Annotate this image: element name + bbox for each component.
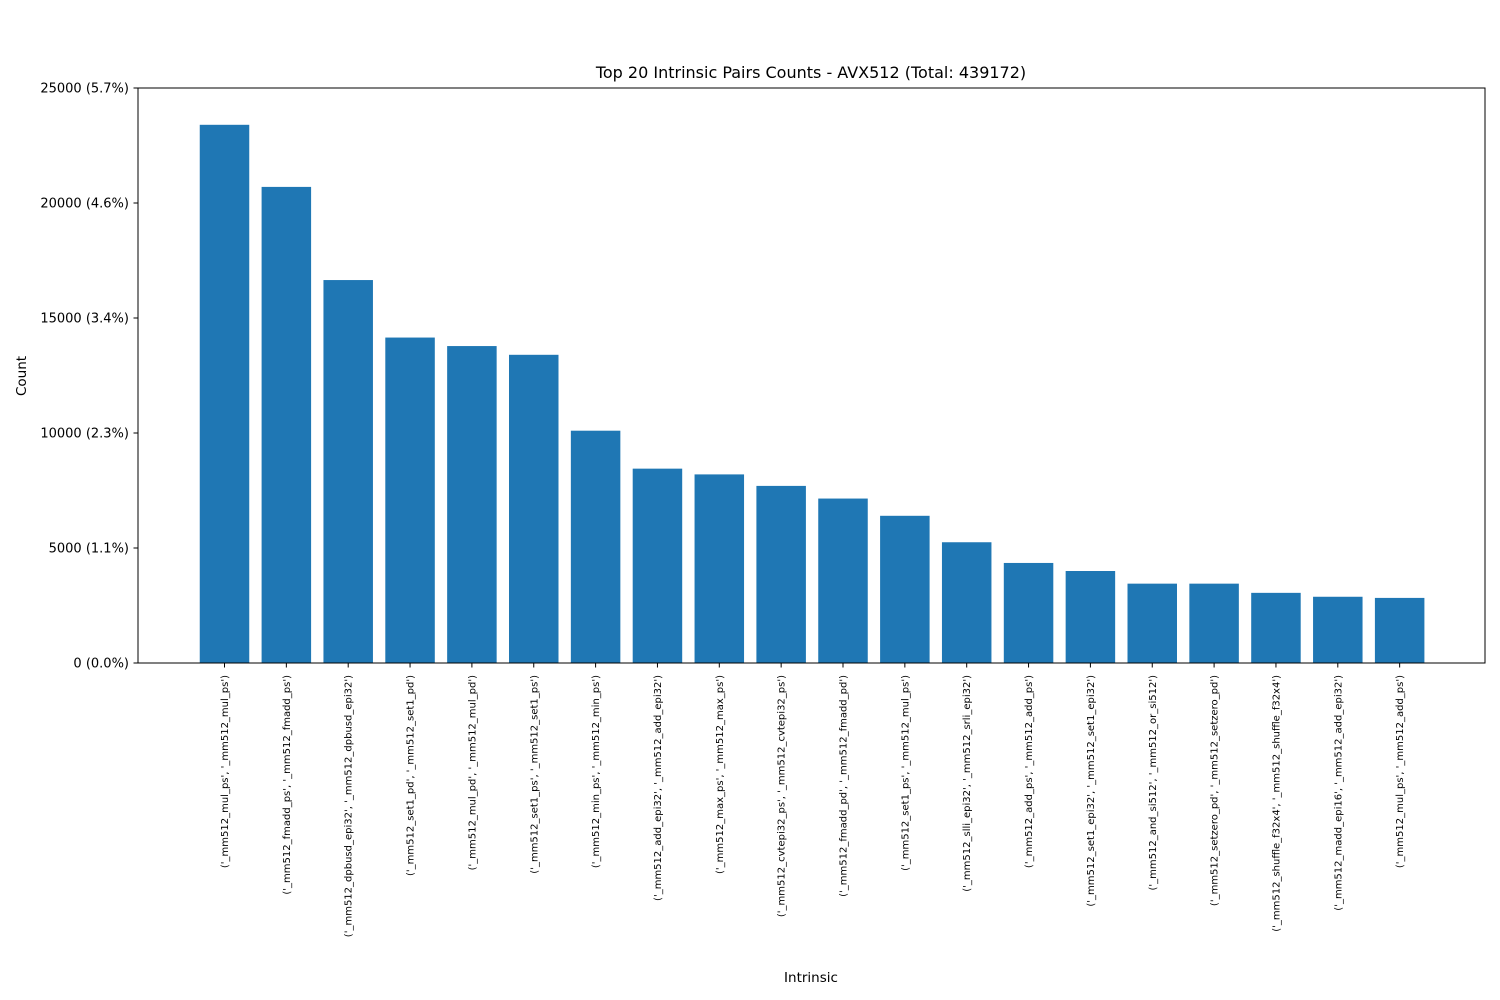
bar bbox=[1003, 562, 1054, 663]
y-tick-label: 15000 (3.4%) bbox=[40, 312, 129, 327]
bar bbox=[1189, 583, 1239, 663]
chart-title: Top 20 Intrinsic Pairs Counts - AVX512 (… bbox=[595, 63, 1026, 82]
bar bbox=[1313, 596, 1363, 663]
x-tick-label: ('_mm512_cvtepi32_ps', '_mm512_cvtepi32_… bbox=[777, 675, 788, 917]
x-tick-label: ('_mm512_fmadd_ps', '_mm512_fmadd_ps') bbox=[282, 675, 293, 895]
x-tick-label: ('_mm512_mul_pd', '_mm512_mul_pd') bbox=[467, 675, 478, 870]
bar bbox=[199, 124, 250, 664]
x-tick-label: ('_mm512_and_si512', '_mm512_or_si512') bbox=[1148, 675, 1159, 891]
bar bbox=[447, 346, 497, 663]
plot-frame bbox=[137, 87, 1486, 664]
y-tick-label: 10000 (2.3%) bbox=[40, 427, 129, 442]
bar bbox=[261, 186, 312, 663]
y-tick-label: 5000 (1.1%) bbox=[49, 542, 129, 557]
y-tick-label: 25000 (5.7%) bbox=[40, 82, 129, 97]
x-tick-label: ('_mm512_madd_epi16', '_mm512_add_epi32'… bbox=[1333, 675, 1344, 911]
bar bbox=[880, 515, 930, 663]
x-axis-label: Intrinsic bbox=[784, 970, 838, 986]
bar bbox=[1127, 583, 1177, 663]
x-tick-label: ('_mm512_mul_ps', '_mm512_mul_ps') bbox=[220, 675, 231, 868]
y-tick-label: 20000 (4.6%) bbox=[40, 197, 129, 212]
x-tick-label: ('_mm512_fmadd_pd', '_mm512_fmadd_pd') bbox=[839, 675, 850, 897]
x-tick-label: ('_mm512_dpbusd_epi32', '_mm512_dpbusd_e… bbox=[344, 675, 355, 937]
y-tick-label: 0 (0.0%) bbox=[73, 657, 129, 672]
bar bbox=[941, 542, 992, 663]
x-tick-label: ('_mm512_slli_epi32', '_mm512_srli_epi32… bbox=[962, 675, 973, 892]
bar bbox=[632, 468, 683, 663]
bar bbox=[694, 474, 745, 663]
x-tick-label: ('_mm512_set1_ps', '_mm512_set1_ps') bbox=[529, 675, 540, 874]
x-tick-label: ('_mm512_set1_epi32', '_mm512_set1_epi32… bbox=[1086, 675, 1097, 907]
bar bbox=[1374, 597, 1425, 663]
x-tick-label: ('_mm512_mul_ps', '_mm512_add_ps') bbox=[1395, 675, 1406, 868]
bar bbox=[1251, 592, 1301, 663]
x-tick-label: ('_mm512_max_ps', '_mm512_max_ps') bbox=[715, 675, 726, 874]
bar bbox=[385, 337, 435, 663]
x-tick-label: ('_mm512_add_ps', '_mm512_add_ps') bbox=[1024, 675, 1035, 868]
x-tick-label: ('_mm512_setzero_pd', '_mm512_setzero_pd… bbox=[1210, 675, 1221, 906]
x-tick-label: ('_mm512_set1_pd', '_mm512_set1_pd') bbox=[406, 675, 417, 876]
bar bbox=[756, 485, 806, 663]
bars-group bbox=[199, 124, 1425, 664]
x-tick-label: ('_mm512_shuffle_f32x4', '_mm512_shuffle… bbox=[1271, 675, 1282, 932]
y-axis-label: Count bbox=[14, 356, 30, 396]
bar bbox=[570, 430, 621, 663]
bar bbox=[509, 354, 559, 663]
y-axis-ticks: 0 (0.0%) 5000 (1.1%) 10000 (2.3%) 15000 (3.… bbox=[40, 82, 138, 672]
x-tick-label: ('_mm512_add_epi32', '_mm512_add_epi32') bbox=[653, 675, 664, 901]
x-axis-ticks: ('_mm512_mul_ps', '_mm512_mul_ps') ('_mm5… bbox=[220, 663, 1406, 937]
x-tick-label: ('_mm512_set1_ps', '_mm512_mul_ps') bbox=[900, 675, 911, 871]
x-tick-label: ('_mm512_min_ps', '_mm512_min_ps') bbox=[591, 675, 602, 868]
bar bbox=[323, 280, 373, 663]
bar bbox=[1065, 571, 1116, 663]
bar bbox=[818, 498, 868, 663]
